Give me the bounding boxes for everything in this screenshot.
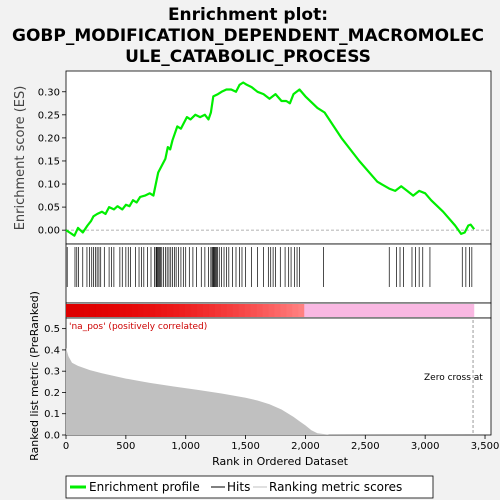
corr-bar-positive-segment bbox=[227, 304, 234, 317]
x-axis: 0 500 1,000 1,500 2,000 2,500 3,000 3,500 bbox=[63, 435, 500, 452]
corr-bar-positive-segment bbox=[143, 304, 150, 317]
corr-bar-positive-segment bbox=[286, 304, 293, 317]
zero-cross-label: Zero cross at bbox=[424, 373, 483, 383]
corr-bar-positive-segment bbox=[191, 304, 198, 317]
corr-bar-positive-segment bbox=[245, 304, 252, 317]
corr-bar-group bbox=[66, 304, 474, 317]
corr-bar-positive-segment bbox=[197, 304, 204, 317]
corr-bar-positive-segment bbox=[239, 304, 246, 317]
positive-correlation-label: 'na_pos' (positively correlated) bbox=[69, 322, 207, 332]
x-tick-label: 0 bbox=[63, 441, 69, 452]
corr-bar-positive-segment bbox=[126, 304, 133, 317]
ranking-y-axis-label: Ranked list metric (PreRanked) bbox=[28, 291, 41, 461]
corr-bar-positive-segment bbox=[179, 304, 186, 317]
corr-bar-positive-segment bbox=[120, 304, 127, 317]
chart-title-line-2: GOBP_MODIFICATION_DEPENDENT_MACROMOLEC bbox=[12, 26, 484, 46]
corr-bar-positive-segment bbox=[167, 304, 174, 317]
corr-bar-positive-segment bbox=[292, 304, 299, 317]
corr-bar-positive-segment bbox=[66, 304, 73, 317]
es-y-axis-label: Enrichment score (ES) bbox=[13, 86, 28, 231]
corr-bar-negative-segment bbox=[304, 304, 474, 317]
x-axis-label: Rank in Ordered Dataset bbox=[212, 455, 349, 468]
corr-bar-positive-segment bbox=[221, 304, 228, 317]
corr-bar-positive-segment bbox=[263, 304, 270, 317]
ranking-y-tick-label: 0.0 bbox=[44, 431, 60, 442]
chart-title-line-1: Enrichment plot: bbox=[168, 5, 328, 25]
corr-bar-positive-segment bbox=[84, 304, 91, 317]
corr-bar-positive-segment bbox=[102, 304, 109, 317]
es-y-tick-label: 0.30 bbox=[38, 87, 60, 98]
corr-bar-positive-segment bbox=[274, 304, 281, 317]
ranking-y-tick-label: 0.5 bbox=[44, 324, 60, 335]
corr-bar-positive-segment bbox=[155, 304, 162, 317]
legend-label-hits: Hits bbox=[227, 480, 250, 494]
ranking-y-tick-label: 0.2 bbox=[44, 388, 60, 399]
corr-bar-positive-segment bbox=[90, 304, 97, 317]
es-y-tick-label: 0.25 bbox=[38, 110, 60, 121]
hits-panel bbox=[66, 244, 491, 303]
x-tick-label: 1,000 bbox=[171, 441, 200, 452]
corr-bar-positive-segment bbox=[132, 304, 139, 317]
corr-bar-positive-segment bbox=[269, 304, 276, 317]
corr-bar-positive-segment bbox=[114, 304, 121, 317]
corr-bar-positive-segment bbox=[185, 304, 192, 317]
es-y-tick-label: 0.10 bbox=[38, 180, 60, 191]
x-tick-label: 2,000 bbox=[291, 441, 320, 452]
corr-bar-positive-segment bbox=[298, 304, 305, 317]
x-tick-label: 1,500 bbox=[231, 441, 260, 452]
es-y-tick-label: 0.00 bbox=[38, 226, 60, 237]
corr-bar-positive-segment bbox=[78, 304, 85, 317]
es-y-axis: 0.00 0.05 0.10 0.15 0.20 0.25 0.30 bbox=[38, 87, 66, 236]
legend-label-ranking: Ranking metric scores bbox=[269, 480, 402, 494]
es-y-tick-label: 0.05 bbox=[38, 203, 60, 214]
ranking-y-tick-label: 0.4 bbox=[44, 345, 60, 356]
corr-bar-positive-segment bbox=[96, 304, 103, 317]
x-tick-label: 500 bbox=[116, 441, 135, 452]
corr-bar-positive-segment bbox=[280, 304, 287, 317]
x-tick-label: 2,500 bbox=[351, 441, 380, 452]
es-y-tick-label: 0.20 bbox=[38, 133, 60, 144]
corr-bar-positive-segment bbox=[251, 304, 258, 317]
corr-bar-positive-segment bbox=[161, 304, 168, 317]
x-tick-label: 3,500 bbox=[471, 441, 500, 452]
chart-title-line-3: ULE_CATABOLIC_PROCESS bbox=[125, 47, 371, 67]
ranking-y-axis: 0.0 0.1 0.2 0.3 0.4 0.5 bbox=[44, 324, 66, 441]
corr-bar-positive-segment bbox=[137, 304, 144, 317]
ranking-y-tick-label: 0.1 bbox=[44, 409, 60, 420]
ranking-y-tick-label: 0.3 bbox=[44, 367, 60, 378]
corr-bar-positive-segment bbox=[72, 304, 79, 317]
legend-label-enrichment: Enrichment profile bbox=[89, 480, 200, 494]
corr-bar-positive-segment bbox=[203, 304, 210, 317]
x-tick-label: 3,000 bbox=[411, 441, 440, 452]
corr-bar-positive-segment bbox=[257, 304, 264, 317]
corr-bar-positive-segment bbox=[108, 304, 115, 317]
legend: Enrichment profile Hits Ranking metric s… bbox=[66, 476, 433, 498]
corr-bar-positive-segment bbox=[173, 304, 180, 317]
corr-bar-positive-segment bbox=[149, 304, 156, 317]
corr-bar-positive-segment bbox=[233, 304, 240, 317]
corr-bar-positive-segment bbox=[215, 304, 222, 317]
corr-bar-positive-segment bbox=[209, 304, 216, 317]
es-y-tick-label: 0.15 bbox=[38, 156, 60, 167]
